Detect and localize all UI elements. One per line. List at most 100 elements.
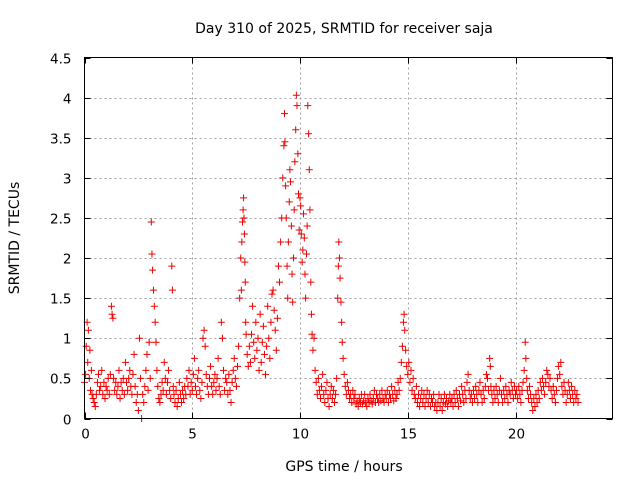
data-point xyxy=(554,374,562,382)
data-point xyxy=(541,390,549,398)
data-point xyxy=(303,222,311,230)
data-point xyxy=(478,398,486,406)
data-point xyxy=(276,278,284,286)
y-tick-label: 1 xyxy=(63,332,72,348)
data-point xyxy=(529,406,537,414)
data-point xyxy=(190,354,198,362)
data-point xyxy=(228,378,236,386)
data-point xyxy=(295,190,303,198)
data-point xyxy=(396,374,404,382)
data-point xyxy=(319,370,327,378)
data-point xyxy=(325,402,333,410)
data-point xyxy=(516,390,524,398)
data-point xyxy=(564,378,572,386)
data-point xyxy=(486,362,494,370)
data-point xyxy=(194,374,202,382)
data-point xyxy=(260,350,268,358)
data-point xyxy=(265,334,273,342)
data-point xyxy=(543,366,551,374)
data-point xyxy=(287,222,295,230)
data-point xyxy=(555,362,563,370)
data-point xyxy=(285,198,293,206)
x-tick-label: 5 xyxy=(188,427,197,443)
data-point xyxy=(574,398,582,406)
data-point xyxy=(471,394,479,402)
data-point xyxy=(492,382,500,390)
chart-title: Day 310 of 2025, SRMTID for receiver saj… xyxy=(195,21,493,37)
data-point xyxy=(149,286,157,294)
data-point xyxy=(149,266,157,274)
data-point xyxy=(459,390,467,398)
data-point xyxy=(438,406,446,414)
data-point xyxy=(150,302,158,310)
data-point xyxy=(129,370,137,378)
data-point xyxy=(139,390,147,398)
data-point xyxy=(86,346,94,354)
data-point xyxy=(523,374,531,382)
data-point xyxy=(292,126,300,134)
data-point xyxy=(409,374,417,382)
data-point xyxy=(196,386,204,394)
data-point xyxy=(330,398,338,406)
data-point xyxy=(87,386,95,394)
data-point xyxy=(87,366,95,374)
data-point xyxy=(163,378,171,386)
data-point xyxy=(256,310,264,318)
data-point xyxy=(220,366,228,374)
data-point xyxy=(114,382,122,390)
data-point xyxy=(515,382,523,390)
data-point xyxy=(156,398,164,406)
data-point xyxy=(270,306,278,314)
y-tick-label: 1.5 xyxy=(50,292,71,308)
data-point xyxy=(218,334,226,342)
data-point xyxy=(172,386,180,394)
data-point xyxy=(341,382,349,390)
data-point xyxy=(268,290,276,298)
data-point xyxy=(274,262,282,270)
data-point xyxy=(154,382,162,390)
data-point xyxy=(568,382,576,390)
data-point xyxy=(246,358,254,366)
data-point xyxy=(234,362,242,370)
data-point xyxy=(255,366,263,374)
data-point xyxy=(334,294,342,302)
axis-ticks xyxy=(84,57,613,420)
data-point xyxy=(501,394,509,402)
data-point xyxy=(338,318,346,326)
data-point xyxy=(135,334,143,342)
data-point xyxy=(253,346,261,354)
data-point xyxy=(531,402,539,410)
data-point xyxy=(152,338,160,346)
data-point xyxy=(244,362,252,370)
data-point xyxy=(269,286,277,294)
data-point xyxy=(162,390,170,398)
data-point xyxy=(210,378,218,386)
data-point xyxy=(217,318,225,326)
data-point xyxy=(212,386,220,394)
data-point xyxy=(550,390,558,398)
data-point xyxy=(216,390,224,398)
data-point xyxy=(213,374,221,382)
data-point xyxy=(161,374,169,382)
data-point xyxy=(96,386,104,394)
data-point xyxy=(573,390,581,398)
data-point xyxy=(111,386,119,394)
data-point xyxy=(235,342,243,350)
data-point xyxy=(329,386,337,394)
data-point xyxy=(286,166,294,174)
y-tick-label: 0.5 xyxy=(50,372,71,388)
data-point xyxy=(472,382,480,390)
data-point xyxy=(170,390,178,398)
data-point xyxy=(397,358,405,366)
data-point xyxy=(231,374,239,382)
data-point xyxy=(349,386,357,394)
data-point xyxy=(408,386,416,394)
data-point xyxy=(264,302,272,310)
x-tick-label: 15 xyxy=(400,427,417,443)
data-point xyxy=(240,230,248,238)
data-point xyxy=(521,338,529,346)
data-point xyxy=(141,382,149,390)
data-point xyxy=(546,374,554,382)
data-point xyxy=(107,302,115,310)
y-tick-label: 3 xyxy=(63,172,72,188)
